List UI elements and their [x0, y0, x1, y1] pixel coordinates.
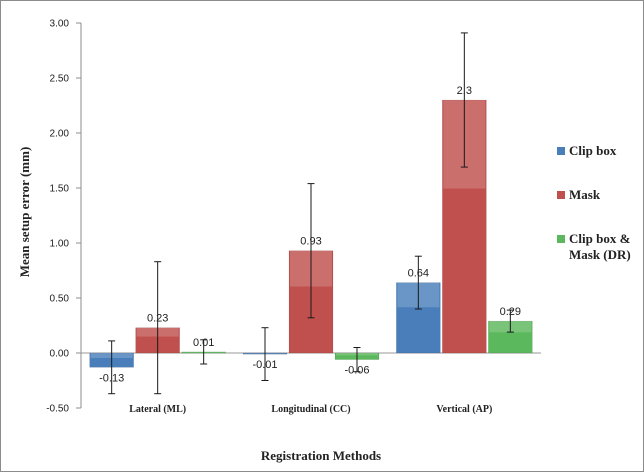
- data-label: 0.01: [193, 337, 214, 349]
- legend: Clip box Mask Clip box &Mask (DR): [557, 143, 631, 262]
- data-label: 0.29: [500, 306, 521, 318]
- legend-swatch: [557, 235, 565, 243]
- x-tick-label: Longitudinal (CC): [271, 404, 350, 415]
- y-tick-label: 0.50: [50, 294, 70, 305]
- legend-label: Mask (DR): [569, 247, 631, 262]
- y-tick-label: 2.00: [50, 129, 70, 140]
- legend-swatch: [557, 191, 565, 199]
- legend-label: Clip box &: [569, 231, 631, 246]
- data-label: -0.13: [99, 372, 124, 384]
- data-label: 0.64: [408, 268, 429, 280]
- data-label: 0.93: [300, 236, 321, 248]
- y-tick-label: 0.00: [50, 349, 70, 360]
- data-label: -0.01: [252, 359, 277, 371]
- legend-label: Clip box: [569, 143, 617, 158]
- x-tick-label: Vertical (AP): [436, 404, 492, 415]
- y-tick-label: -0.50: [46, 404, 69, 415]
- y-tick-label: 2.50: [50, 74, 70, 85]
- x-axis-label: Registration Methods: [261, 448, 381, 463]
- x-tick-label: Lateral (ML): [129, 404, 186, 415]
- y-tick-label: 1.50: [50, 184, 70, 195]
- y-tick-label: 3.00: [50, 19, 70, 30]
- y-axis-label: Mean setup error (mm): [17, 147, 32, 278]
- legend-swatch: [557, 147, 565, 155]
- legend-label: Mask: [569, 187, 601, 202]
- y-tick-label: 1.00: [50, 239, 70, 250]
- data-label: -0.06: [344, 365, 369, 377]
- plot-area: -0.50 0.00 0.50 1.00 1.50 2.00 2.50 3.00 -0.13 0.…: [46, 19, 541, 416]
- data-label: 0.23: [147, 313, 168, 325]
- data-label: 2.3: [457, 85, 472, 97]
